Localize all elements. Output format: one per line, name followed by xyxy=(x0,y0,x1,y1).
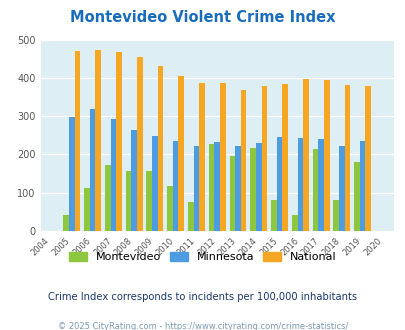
Bar xyxy=(255,143,261,231)
Bar xyxy=(193,146,199,231)
Bar xyxy=(84,188,90,231)
Bar xyxy=(146,171,152,231)
Text: © 2025 CityRating.com - https://www.cityrating.com/crime-statistics/: © 2025 CityRating.com - https://www.city… xyxy=(58,322,347,330)
Bar xyxy=(152,136,157,231)
Bar xyxy=(157,66,163,231)
Bar xyxy=(303,79,308,231)
Bar xyxy=(63,215,69,231)
Bar xyxy=(323,80,329,231)
Bar xyxy=(297,138,303,231)
Bar xyxy=(291,215,297,231)
Bar xyxy=(312,149,318,231)
Bar xyxy=(178,76,183,231)
Bar xyxy=(188,202,193,231)
Bar xyxy=(271,200,276,231)
Bar xyxy=(234,146,240,231)
Bar xyxy=(116,52,121,231)
Bar xyxy=(333,200,338,231)
Bar xyxy=(167,186,173,231)
Bar xyxy=(281,84,287,231)
Bar xyxy=(240,90,246,231)
Bar xyxy=(344,85,350,231)
Bar xyxy=(75,51,80,231)
Bar xyxy=(173,141,178,231)
Bar xyxy=(214,142,220,231)
Bar xyxy=(199,83,205,231)
Bar xyxy=(229,155,234,231)
Bar xyxy=(126,171,131,231)
Bar xyxy=(110,119,116,231)
Bar xyxy=(95,50,101,231)
Bar xyxy=(69,117,75,231)
Bar xyxy=(136,57,142,231)
Bar xyxy=(250,148,255,231)
Text: Crime Index corresponds to incidents per 100,000 inhabitants: Crime Index corresponds to incidents per… xyxy=(48,292,357,302)
Bar xyxy=(90,109,95,231)
Bar xyxy=(131,130,136,231)
Bar xyxy=(104,165,110,231)
Legend: Montevideo, Minnesota, National: Montevideo, Minnesota, National xyxy=(65,248,340,267)
Bar xyxy=(359,141,364,231)
Bar xyxy=(318,139,323,231)
Bar xyxy=(261,86,266,231)
Bar xyxy=(338,146,344,231)
Bar xyxy=(276,137,281,231)
Bar xyxy=(364,86,370,231)
Bar xyxy=(354,162,359,231)
Bar xyxy=(220,83,225,231)
Text: Montevideo Violent Crime Index: Montevideo Violent Crime Index xyxy=(70,10,335,25)
Bar xyxy=(208,144,214,231)
